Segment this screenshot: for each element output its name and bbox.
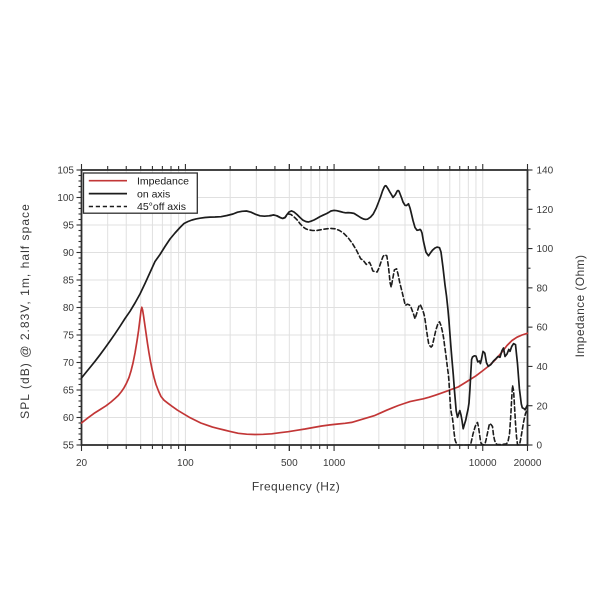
- svg-text:Frequency (Hz): Frequency (Hz): [252, 480, 340, 494]
- svg-text:75: 75: [63, 331, 75, 342]
- svg-text:40: 40: [537, 362, 549, 373]
- svg-text:140: 140: [537, 166, 554, 177]
- svg-text:0: 0: [537, 441, 543, 452]
- svg-text:85: 85: [63, 276, 75, 287]
- svg-text:Impedance: Impedance: [137, 175, 189, 187]
- svg-text:20: 20: [537, 401, 549, 412]
- svg-text:60: 60: [537, 323, 549, 334]
- svg-text:1000: 1000: [323, 458, 346, 469]
- svg-text:120: 120: [537, 205, 554, 216]
- svg-text:70: 70: [63, 358, 75, 369]
- svg-text:Impedance (Ohm): Impedance (Ohm): [573, 255, 587, 358]
- svg-text:SPL (dB) @ 2.83V, 1m, half spa: SPL (dB) @ 2.83V, 1m, half space: [18, 203, 32, 419]
- svg-text:105: 105: [57, 166, 74, 177]
- svg-text:100: 100: [57, 193, 74, 204]
- svg-text:20: 20: [76, 458, 88, 469]
- svg-text:20000: 20000: [514, 458, 542, 469]
- svg-text:95: 95: [63, 221, 75, 232]
- svg-text:45°off axis: 45°off axis: [137, 201, 186, 213]
- svg-text:100: 100: [177, 458, 194, 469]
- svg-text:on axis: on axis: [137, 188, 170, 200]
- svg-text:60: 60: [63, 413, 75, 424]
- svg-text:55: 55: [63, 441, 75, 452]
- svg-text:500: 500: [281, 458, 298, 469]
- svg-text:10000: 10000: [469, 458, 497, 469]
- svg-text:80: 80: [63, 303, 75, 314]
- svg-text:90: 90: [63, 248, 75, 259]
- svg-text:65: 65: [63, 386, 75, 397]
- svg-text:100: 100: [537, 244, 554, 255]
- svg-text:80: 80: [537, 284, 549, 295]
